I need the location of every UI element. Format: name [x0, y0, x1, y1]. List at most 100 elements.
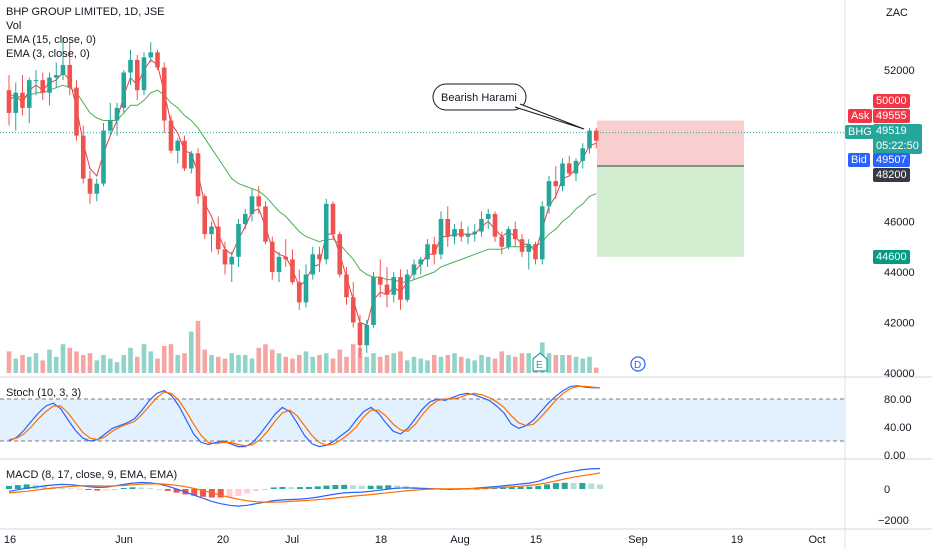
candle-body — [418, 259, 424, 265]
candle-body — [512, 229, 518, 240]
volume-bar — [215, 356, 221, 373]
volume-bar — [593, 367, 599, 373]
candle-body — [121, 72, 127, 108]
volume-bar — [546, 353, 552, 373]
volume-bar — [425, 360, 430, 373]
macd-histogram-bar — [191, 489, 198, 496]
volume-bar — [344, 356, 349, 373]
take-profit-zone — [597, 165, 744, 257]
macd-histogram-bar — [94, 489, 101, 491]
volume-bar — [553, 355, 559, 373]
candle-body — [215, 226, 221, 250]
volume-bar — [357, 347, 363, 373]
candle-body — [553, 181, 559, 187]
volume-bar — [47, 349, 52, 373]
volume-bar — [290, 358, 295, 373]
macd-histogram-bar — [155, 489, 162, 490]
candle-body — [458, 229, 464, 237]
candle-body — [209, 226, 214, 235]
volume-bar — [438, 356, 444, 373]
macd-histogram-bar — [111, 489, 118, 490]
stoch-d-line — [8, 385, 601, 447]
macd-histogram-bar — [332, 484, 339, 489]
candle-body — [195, 153, 201, 197]
candle-body — [269, 241, 275, 272]
volume-bar — [229, 353, 235, 373]
macd-histogram-bar — [358, 485, 365, 489]
volume-bar — [182, 353, 187, 373]
macd-histogram-bar — [544, 484, 551, 489]
candle-body — [485, 213, 491, 219]
macd-histogram-bar — [200, 489, 207, 497]
candle-body — [431, 244, 437, 255]
volume-bar — [74, 351, 79, 373]
candle-body — [465, 234, 471, 237]
macd-tick-label: 0 — [884, 484, 890, 496]
macd-histogram-bar — [350, 485, 357, 489]
volume-bar — [303, 351, 309, 373]
candle-body — [337, 234, 343, 275]
volume-bar — [411, 356, 417, 373]
macd-histogram-bar — [217, 489, 224, 498]
candle-body — [391, 277, 397, 295]
macd-histogram-bar — [526, 486, 533, 489]
macd-histogram-bar — [288, 487, 295, 489]
volume-bar — [148, 351, 154, 373]
volume-bar — [573, 356, 579, 373]
stoch-tick-label: 40.00 — [884, 422, 912, 434]
candle-body — [506, 229, 511, 247]
volume-bar — [519, 353, 525, 373]
macd-histogram-bar — [23, 484, 30, 489]
volume-bar — [337, 349, 343, 373]
candle-body — [6, 90, 12, 113]
candle-body — [404, 274, 410, 300]
candle-body — [566, 163, 572, 174]
price-tick-label: 42000 — [884, 318, 915, 330]
volume-bar — [141, 344, 147, 373]
macd-histogram-bar — [508, 487, 515, 489]
chart-legend: BHP GROUP LIMITED, 1D, JSE Vol EMA (15, … — [6, 5, 165, 61]
stoch-legend[interactable]: Stoch (10, 3, 3) — [6, 387, 82, 399]
macd-histogram-bar — [570, 482, 577, 489]
candle-body — [128, 59, 133, 73]
macd-histogram-bar — [226, 489, 233, 497]
macd-histogram-bar — [120, 487, 127, 489]
volume-bar — [188, 331, 194, 373]
volume-bar — [195, 320, 201, 373]
macd-histogram-bar — [76, 488, 83, 490]
candle-body — [60, 64, 66, 76]
macd-histogram-bar — [535, 485, 542, 489]
time-axis-label: 15 — [530, 534, 542, 546]
macd-histogram-bar — [561, 482, 568, 489]
candle-body — [182, 140, 187, 169]
macd-histogram-bar — [103, 489, 110, 491]
ask-price-tag: 49555 — [873, 109, 910, 123]
volume-bar — [249, 358, 255, 373]
candle-body — [148, 52, 154, 58]
candle-body — [330, 203, 336, 235]
volume-bar — [566, 355, 572, 373]
candle-body — [580, 148, 586, 161]
time-axis-label: 16 — [4, 534, 16, 546]
legend-ema15[interactable]: EMA (15, close, 0) — [6, 34, 96, 46]
legend-vol[interactable]: Vol — [6, 20, 22, 32]
volume-bar — [222, 358, 228, 373]
macd-legend[interactable]: MACD (8, 17, close, 9, EMA, EMA) — [6, 469, 178, 481]
volume-bar — [107, 358, 113, 373]
bid-label: Bid — [848, 153, 870, 167]
candle-body — [26, 80, 32, 108]
legend-ema3[interactable]: EMA (3, close, 0) — [6, 48, 90, 60]
price-tick-label: 44000 — [884, 267, 915, 279]
candle-body — [425, 244, 430, 260]
volume-bar — [587, 356, 592, 373]
candle-body — [40, 80, 46, 93]
symbol-title[interactable]: BHP GROUP LIMITED, 1D, JSE — [6, 6, 165, 18]
time-axis-label: 20 — [217, 534, 229, 546]
candle-body — [20, 92, 25, 108]
time-axis-label: Jul — [285, 534, 299, 546]
volume-bar — [263, 344, 268, 373]
candle-body — [519, 239, 525, 252]
macd-histogram-bar — [499, 487, 506, 489]
